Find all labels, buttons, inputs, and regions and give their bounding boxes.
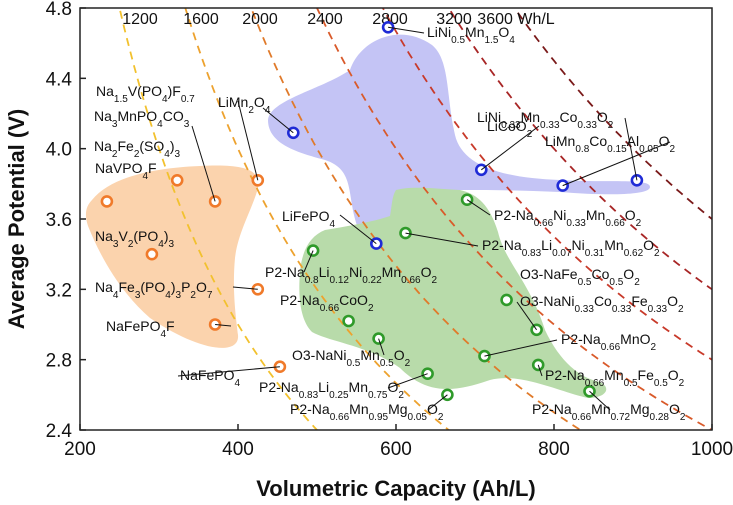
label-p2-na0-83li0-07ni0-31mn0-62o2: P2-Na0.83Li0.07Ni0.31Mn0.62O2 (482, 237, 660, 259)
leader-p2-na0-83li0-07ni0-31mn0-62o2 (405, 232, 479, 247)
y-tick-label-4.4: 4.4 (46, 69, 73, 90)
x-axis-title: Volumetric Capacity (Ah/L) (256, 476, 536, 501)
leader-limn2o4 (262, 107, 294, 134)
label-limn2o4: LiMn2O4 (218, 94, 271, 116)
energy-line-label-2800: 2800 (372, 11, 408, 28)
y-tick-label-2.8: 2.8 (46, 351, 72, 372)
label-p2-na0-66mn0-72mg0-28o2: P2-Na0.66Mn0.72Mg0.28O2 (532, 401, 686, 423)
x-tick-label-400: 400 (222, 439, 254, 460)
label-o3-nafe0-5co0-5o2: O3-NaFe0.5Co0.5O2 (520, 266, 640, 288)
energy-line-label-2400: 2400 (307, 11, 343, 28)
y-axis-title: Average Potential (V) (4, 109, 29, 329)
leader-na4fe3-po4-3p2o7 (232, 286, 258, 290)
energy-line-3200 (447, 8, 712, 291)
regions (85, 34, 650, 398)
x-axis-ticks: 200 400 600 800 1000 (64, 424, 733, 460)
label-navpo4f: NaVPO4F (95, 160, 157, 182)
leader-p2-na0-66mn0-95mg0-05o2 (427, 394, 448, 411)
leader-p2-na0-8li0-12ni0-22mn0-66o2 (303, 250, 314, 273)
x-tick-label-200: 200 (64, 439, 96, 460)
leader-p2-na0-83li0-25mn0-75o2 (387, 373, 428, 389)
energy-line-2400 (316, 8, 712, 430)
energy-line-label-1200: 1200 (122, 11, 158, 28)
y-tick-label-3.6: 3.6 (46, 210, 72, 231)
label-p2-na0-66mno2: P2-Na0.66MnO2 (561, 331, 657, 353)
leader-o3-nani0-33co0-33fe0-33o2 (516, 301, 538, 331)
label-na1-5v-po4-f0-7: Na1.5V(PO4)F0.7 (96, 83, 195, 105)
label-p2-na0-66mn0-5fe0-5o2: P2-Na0.66Mn0.5Fe0.5O2 (545, 367, 685, 389)
leader-limn0-8co0-15al0-05o2 (562, 141, 671, 187)
energy-density-lines (118, 8, 712, 430)
label-o3-nani0-5mn0-5o2: O3-NaNi0.5Mn0.5O2 (292, 347, 411, 369)
label-lini0-33mn0-33co0-33o2: LiNi0.33Mn0.33Co0.33O2 (477, 109, 614, 131)
label-licoo2: LiCoO2 (487, 118, 533, 140)
y-tick-label-3.2: 3.2 (46, 280, 72, 301)
y-axis-ticks: 2.4 2.8 3.2 3.6 4.0 4.4 4.8 (46, 0, 86, 442)
marker-navpo4f (100, 195, 114, 208)
energy-line-2800 (381, 8, 712, 361)
marker-p2-na0-66coo2 (342, 314, 355, 328)
leader-lifepo4 (339, 214, 377, 244)
label-p2-na0-83li0-25mn0-75o2: P2-Na0.83Li0.25Mn0.75O2 (259, 379, 404, 401)
leader-o3-nani0-5mn0-5o2 (378, 338, 385, 356)
energy-line-2000 (250, 8, 583, 430)
leader-p2-na0-66mno2 (484, 339, 558, 357)
x-tick-label-800: 800 (538, 439, 570, 460)
leader-licoo2 (480, 125, 540, 171)
leader-nafepo4 (177, 366, 280, 377)
energy-line-3600 (513, 8, 712, 220)
leader-lini0-5mn1-5o4 (388, 26, 425, 34)
energy-density-labels: 1200 1600 2000 2400 2800 3200 3600 Wh/L (122, 11, 555, 28)
marker-na2fe2-so4-3 (170, 174, 184, 187)
y-tick-label-2.4: 2.4 (46, 421, 73, 442)
leader-p2-na0-66mn0-5fe0-5o2 (537, 364, 543, 377)
label-na3v2-po4-3: Na3V2(PO4)3 (95, 228, 175, 250)
label-lini0-5mn1-5o4: LiNi0.5Mn1.5O4 (427, 24, 515, 46)
energy-line-label-2000: 2000 (242, 11, 278, 28)
label-na3mnpo4co3: Na3MnPO4CO3 (94, 108, 190, 130)
leader-na3mnpo4co3 (191, 125, 216, 202)
leader-na1-5v-po4-f0-7 (237, 100, 259, 181)
energy-line-1200 (118, 8, 319, 430)
label-lifepo4: LiFePO4 (282, 208, 335, 230)
x-tick-label-600: 600 (380, 439, 412, 460)
energy-line-label-1600: 1600 (183, 11, 219, 28)
label-p2-na0-66mn0-95mg0-05o2: P2-Na0.66Mn0.95Mg0.05O2 (290, 401, 444, 423)
label-nafepo4f: NaFePO4F (106, 318, 175, 340)
leader-lini0-33mn0-33co0-33o2 (624, 117, 638, 181)
leader-p2-na0-66mn0-72mg0-28o2 (589, 390, 611, 411)
label-p2-na0-8li0-12ni0-22mn0-66o2: P2-Na0.8Li0.12Ni0.22Mn0.66O2 (265, 264, 437, 286)
label-p2-na0-66coo2: P2-Na0.66CoO2 (280, 292, 374, 314)
label-limn0-8co0-15al0-05o2: LiMn0.8Co0.15Al0.05O2 (545, 133, 675, 155)
energy-line-1600 (184, 8, 451, 430)
label-o3-nani0-33co0-33fe0-33o2: O3-NaNi0.33Co0.33Fe0.33O2 (520, 293, 684, 315)
marker-na3v2-po4-3 (145, 247, 159, 261)
leader-p2-na0-66ni0-33mn0-66o2 (466, 199, 491, 216)
leader-nafepo4f (215, 324, 232, 327)
label-nafepo4: NaFePO4 (180, 367, 240, 389)
label-p2-na0-66ni0-33mn0-66o2: P2-Na0.66Ni0.33Mn0.66O2 (494, 207, 642, 229)
x-tick-label-1000: 1000 (691, 439, 733, 460)
energy-line-label-3200: 3200 (436, 11, 472, 28)
marker-o3-nafe0-5co0-5o2 (500, 293, 513, 307)
y-tick-label-4.8: 4.8 (46, 0, 72, 20)
li-region (268, 34, 650, 244)
energy-line-label-3600: 3600 Wh/L (477, 11, 554, 28)
label-na2fe2-so4-3: Na2Fe2(SO4)3 (94, 138, 181, 160)
label-na4fe3-po4-3p2o7: Na4Fe3(PO4)3P2O7 (95, 279, 213, 301)
data-labels: Na1.5V(PO4)F0.7Na3MnPO4CO3Na2Fe2(SO4)3Na… (94, 24, 686, 423)
polyanion-region (85, 165, 259, 348)
y-tick-label-4.0: 4.0 (46, 140, 72, 161)
